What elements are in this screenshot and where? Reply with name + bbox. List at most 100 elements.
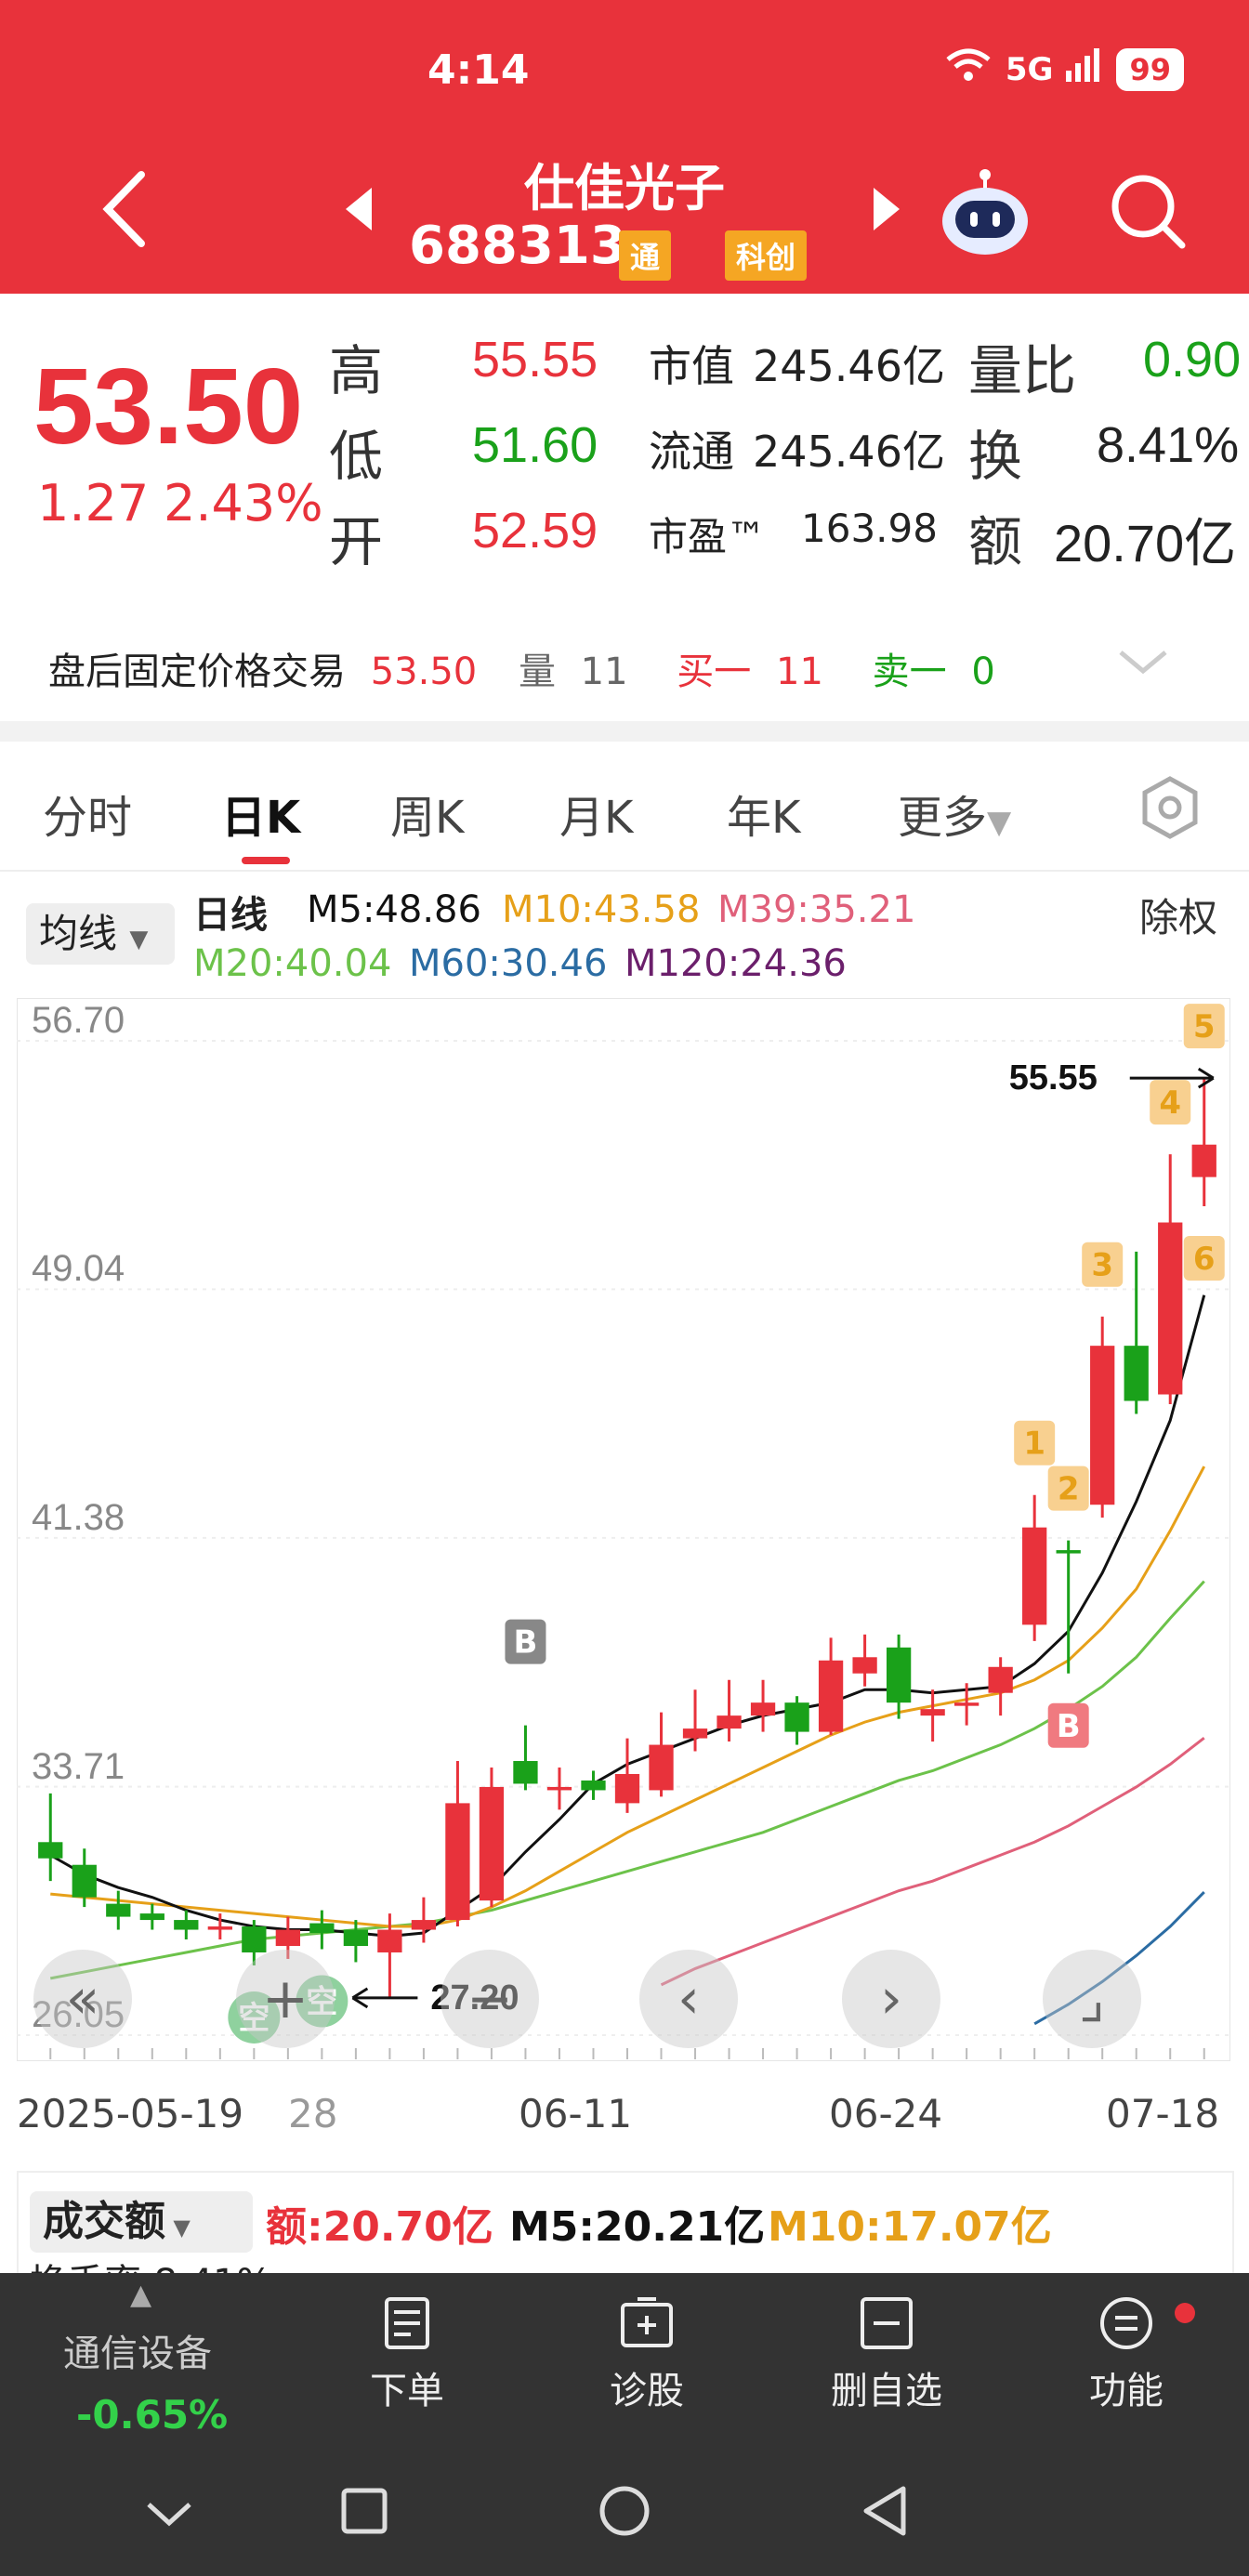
mktcap-value: 245.46亿 bbox=[753, 341, 945, 391]
buy-signal-marker bbox=[1047, 1702, 1089, 1748]
functions-button[interactable]: 功能 bbox=[1052, 2295, 1201, 2414]
order-icon bbox=[379, 2295, 435, 2351]
zoom-in-button[interactable]: + bbox=[236, 1950, 335, 2048]
tab-yearly-k[interactable]: 年K bbox=[727, 792, 801, 844]
marker-label: 4 bbox=[1159, 1084, 1181, 1122]
kline-chart[interactable]: 空空 B B 12 3 4 5 6 55.55 27.20 bbox=[17, 998, 1230, 2061]
sequence-marker bbox=[1014, 1420, 1056, 1465]
tab-more-label: 更多 bbox=[898, 792, 988, 844]
candle-body bbox=[106, 1903, 131, 1917]
candle-body bbox=[174, 1920, 199, 1930]
marker-label: 6 bbox=[1193, 1241, 1216, 1278]
candle-body bbox=[1158, 1222, 1183, 1395]
scroll-left-button[interactable]: ‹ bbox=[639, 1950, 738, 2048]
candle-body bbox=[953, 1702, 979, 1706]
zoom-out-button[interactable]: − bbox=[440, 1950, 539, 2048]
status-icons: 5G 99 bbox=[944, 46, 1184, 92]
current-price: 53.50 bbox=[33, 346, 304, 467]
candle-body bbox=[309, 1923, 335, 1934]
search-icon[interactable] bbox=[1106, 169, 1190, 256]
chevron-down-icon[interactable] bbox=[1115, 643, 1171, 684]
sequence-marker bbox=[1082, 1242, 1124, 1287]
marker-label: B bbox=[1057, 1708, 1081, 1745]
scroll-right-button[interactable]: › bbox=[842, 1950, 940, 2048]
fullscreen-button[interactable]: ⌟ bbox=[1043, 1950, 1141, 2048]
marker-label: B bbox=[513, 1624, 537, 1662]
volratio-value: 0.90 bbox=[1143, 332, 1242, 388]
app-header: 4:14 5G 99 仕佳光子 688313 通 科创 bbox=[0, 0, 1249, 294]
candle-body bbox=[546, 1786, 572, 1791]
active-tab-indicator bbox=[242, 857, 290, 864]
ma39-value: M39:35.21 bbox=[717, 888, 916, 931]
candle-body bbox=[445, 1803, 470, 1921]
next-stock-arrow[interactable] bbox=[870, 186, 901, 236]
functions-label: 功能 bbox=[1089, 2370, 1164, 2412]
tab-daily-k[interactable]: 日K bbox=[221, 792, 301, 844]
x-label-0718: 07-18 bbox=[1106, 2091, 1220, 2136]
ma-period: 日线 bbox=[193, 894, 268, 937]
assistant-robot-icon[interactable] bbox=[939, 167, 1028, 255]
tab-more[interactable]: 更多▼ bbox=[898, 781, 1011, 846]
tab-intraday[interactable]: 分时 bbox=[43, 792, 133, 844]
ma120-value: M120:24.36 bbox=[624, 942, 847, 985]
ma60-value: M60:30.46 bbox=[409, 942, 608, 985]
y-tick-label: 41.38 bbox=[32, 1496, 125, 1538]
diagnose-button[interactable]: 诊股 bbox=[572, 2295, 721, 2414]
adjust-toggle[interactable]: 除权 bbox=[1139, 895, 1218, 940]
nav-home-icon[interactable] bbox=[598, 2485, 651, 2541]
after-hours-row[interactable]: 盘后固定价格交易 53.50 量 11 买一 11 卖一 0 bbox=[48, 641, 1008, 695]
low-label: 低 bbox=[329, 425, 384, 488]
tab-weekly-k[interactable]: 周K bbox=[390, 792, 465, 844]
candle-body bbox=[207, 1926, 232, 1930]
amount-label: 额 bbox=[968, 510, 1023, 573]
candle-body bbox=[649, 1744, 674, 1791]
after-hours-buy: 11 bbox=[776, 651, 823, 693]
back-button[interactable] bbox=[97, 167, 152, 255]
volume-select-dropdown[interactable]: 成交额 ▼ bbox=[30, 2191, 253, 2253]
mktcap-label: 市值 bbox=[649, 341, 734, 391]
candle-body bbox=[242, 1926, 267, 1952]
nav-back-icon[interactable] bbox=[859, 2485, 911, 2541]
ma5-value: M5:48.86 bbox=[307, 888, 481, 931]
prev-stock-arrow[interactable] bbox=[344, 186, 375, 236]
nav-recents-icon[interactable] bbox=[340, 2487, 388, 2539]
scroll-left-fast-button[interactable]: « bbox=[33, 1950, 132, 2048]
settings-hexagon-icon[interactable] bbox=[1137, 775, 1203, 844]
candle-body bbox=[275, 1929, 301, 1946]
min-price-label: 27.20 bbox=[430, 1978, 519, 2017]
candle-body bbox=[38, 1842, 63, 1859]
candle-body bbox=[1191, 1144, 1216, 1177]
x-label-start: 2025-05-19 bbox=[17, 2091, 244, 2136]
remove-watchlist-button[interactable]: 删自选 bbox=[812, 2295, 961, 2414]
amount-value: 20.70亿 bbox=[1054, 514, 1237, 572]
candle-body bbox=[750, 1702, 776, 1716]
ma-select-dropdown[interactable]: 均线 ▼ bbox=[26, 903, 175, 965]
pe-value: 163.98 bbox=[801, 506, 938, 551]
order-button[interactable]: 下单 bbox=[333, 2295, 481, 2414]
signal-markers: 空空 B B 12 3 4 5 6 bbox=[228, 1004, 1225, 2044]
chart-annotations: 55.55 27.20 bbox=[49, 1058, 1215, 2059]
candle-body bbox=[818, 1660, 844, 1732]
candle-body bbox=[784, 1702, 809, 1732]
nav-collapse-icon[interactable] bbox=[143, 2481, 195, 2546]
marker-label: 3 bbox=[1091, 1247, 1113, 1284]
price-change: 1.27 bbox=[37, 474, 150, 532]
buy-signal-marker bbox=[505, 1619, 546, 1664]
open-value: 52.59 bbox=[472, 503, 598, 559]
sector-change: -0.65% bbox=[76, 2392, 229, 2438]
dropdown-triangle-icon: ▼ bbox=[165, 2215, 191, 2241]
ma-select-label: 均线 bbox=[39, 911, 118, 956]
wifi-icon bbox=[944, 46, 993, 92]
candle-body bbox=[72, 1864, 97, 1898]
candle-body bbox=[343, 1929, 369, 1946]
max-price-label: 55.55 bbox=[1009, 1058, 1098, 1097]
candle-body bbox=[920, 1709, 945, 1716]
float-label: 流通 bbox=[649, 427, 734, 477]
remove-watchlist-icon bbox=[859, 2295, 914, 2351]
after-hours-sell: 0 bbox=[971, 651, 995, 693]
sector-name[interactable]: 通信设备 bbox=[63, 2333, 212, 2375]
tab-monthly-k[interactable]: 月K bbox=[559, 792, 634, 844]
price-change-pct: 2.43% bbox=[164, 474, 323, 532]
open-label: 开 bbox=[329, 510, 384, 573]
triangle-up-icon: ▲ bbox=[130, 2279, 152, 2311]
